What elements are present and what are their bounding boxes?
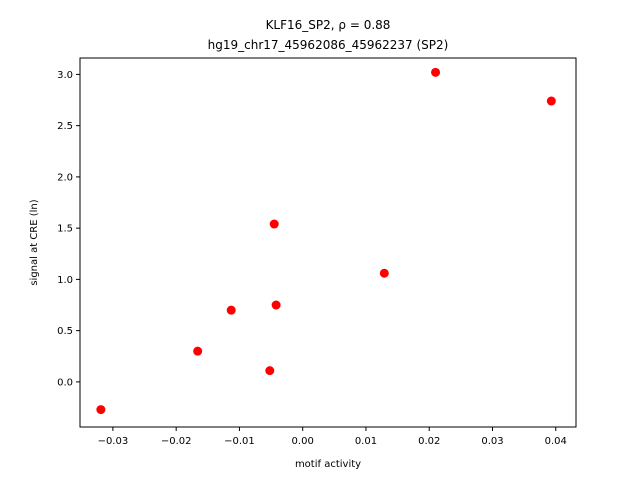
x-tick-label: −0.03 (98, 436, 129, 447)
y-tick-label: 0.0 (57, 377, 73, 388)
y-tick-label: 2.5 (57, 121, 73, 132)
x-tick-label: 0.04 (545, 436, 567, 447)
y-tick-label: 2.0 (57, 172, 73, 183)
data-point (546, 96, 556, 106)
x-tick-label: −0.02 (161, 436, 192, 447)
y-axis-label: signal at CRE (ln) (29, 199, 40, 285)
data-point (379, 268, 389, 278)
y-tick-label: 3.0 (57, 70, 73, 81)
data-point (265, 366, 275, 376)
chart-title-line-2: hg19_chr17_45962086_45962237 (SP2) (208, 38, 449, 52)
data-point (193, 346, 203, 356)
plot-frame (79, 57, 577, 428)
data-points (96, 67, 556, 415)
y-tick-label: 1.5 (57, 224, 73, 235)
x-tick-label: −0.01 (224, 436, 255, 447)
data-point (431, 67, 441, 77)
x-tick-label: 0.02 (418, 436, 440, 447)
x-tick-label: 0.01 (355, 436, 377, 447)
y-tick-label: 1.0 (57, 275, 73, 286)
x-tick-label: 0.00 (292, 436, 314, 447)
chart-title-line-1: KLF16_SP2, ρ = 0.88 (266, 18, 391, 32)
x-axis-label: motif activity (295, 459, 361, 470)
y-tick-label: 0.5 (57, 326, 73, 337)
x-tick-label: 0.03 (481, 436, 503, 447)
x-axis-ticks: −0.03 −0.02 −0.01 0.00 0.01 0.02 0.03 0.04 (98, 427, 567, 447)
data-point (226, 305, 236, 315)
data-point (96, 405, 106, 415)
y-axis-ticks: 0.0 0.5 1.0 1.5 2.0 2.5 3.0 (57, 70, 80, 388)
data-point (271, 300, 281, 310)
data-point (269, 219, 279, 229)
